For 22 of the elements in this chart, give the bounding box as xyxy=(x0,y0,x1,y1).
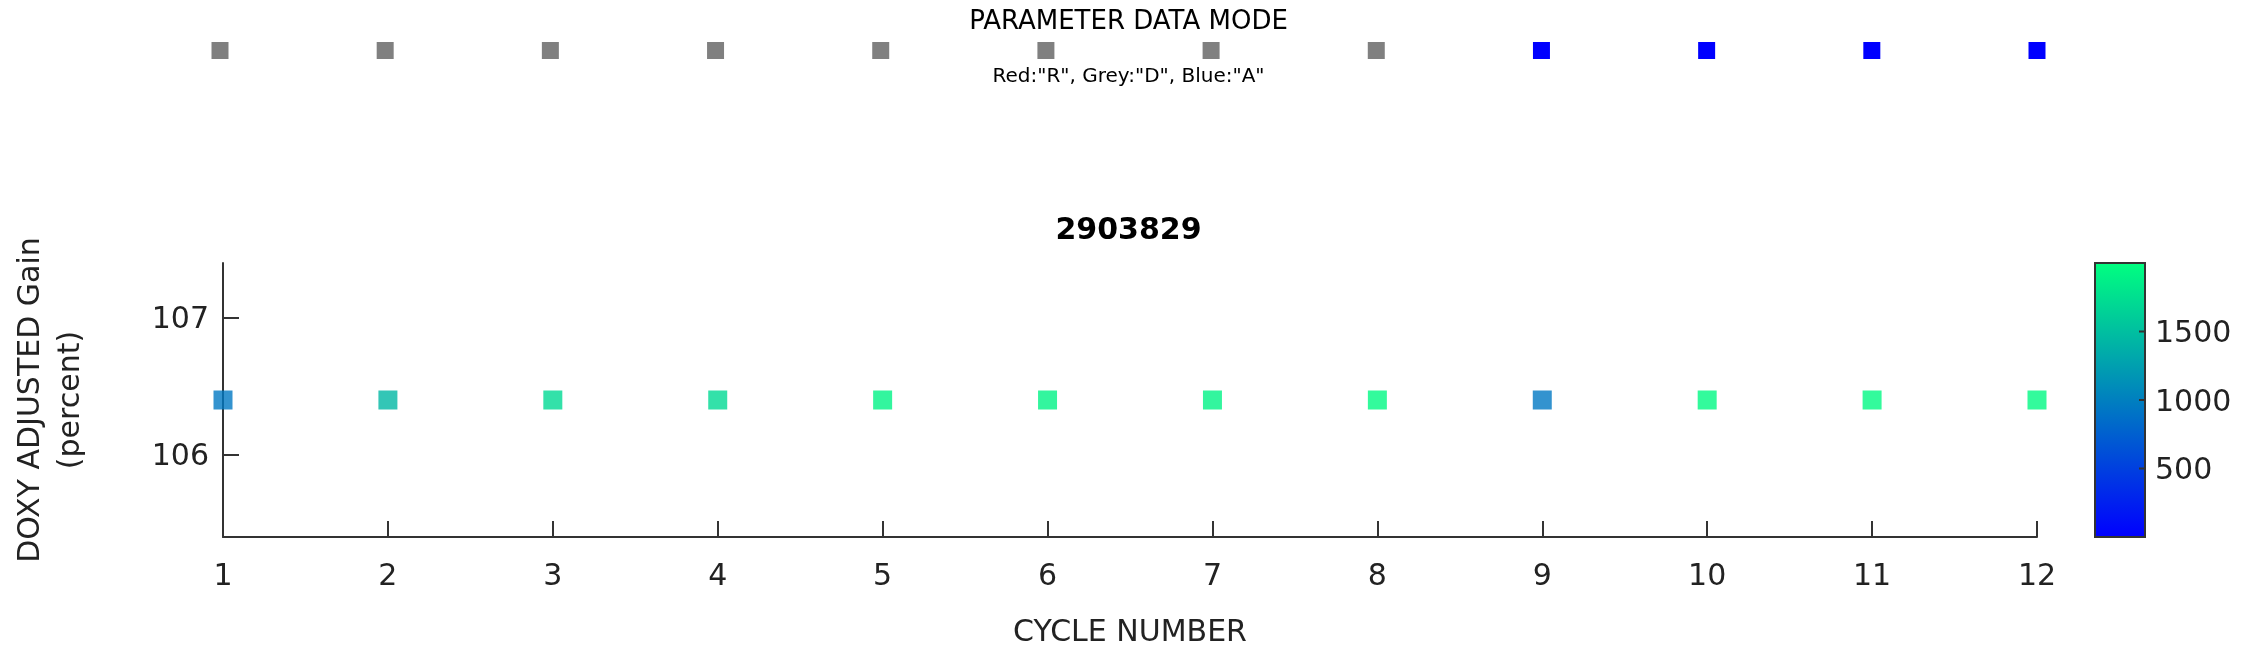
color-bar-label: 1500 xyxy=(2155,314,2232,349)
x-tick-label: 12 xyxy=(2017,556,2057,592)
x-tick-label: 2 xyxy=(378,556,398,592)
x-tick-label: 3 xyxy=(543,556,563,592)
x-tick-label: 4 xyxy=(708,556,728,592)
text: Red:"R", Grey:"D", Blue:"A" xyxy=(992,63,1265,87)
x-tick-label: 5 xyxy=(873,556,893,592)
x-tick-label: 8 xyxy=(1367,556,1387,592)
x-tick-label: 10 xyxy=(1688,556,1727,592)
x-tick-label: 9 xyxy=(1532,556,1552,592)
y-tick-label: 107 xyxy=(151,300,209,336)
x-tick-label: 11 xyxy=(1853,556,1892,592)
x-tick-label: 1 xyxy=(213,556,233,592)
chart-title: 2903829 xyxy=(1055,210,1202,246)
x-axis-title: CYCLE NUMBER xyxy=(1013,612,1247,648)
y-tick-label: 106 xyxy=(151,437,209,473)
color-bar-label: 500 xyxy=(2155,451,2213,486)
chart-title: PARAMETER DATA MODE xyxy=(969,5,1288,35)
y-axis-title: DOXY ADJUSTED Gain (percent) xyxy=(10,237,86,563)
x-tick-label: 7 xyxy=(1202,556,1222,592)
color-bar-label: 1000 xyxy=(2155,382,2232,418)
x-tick-label: 6 xyxy=(1038,556,1058,592)
